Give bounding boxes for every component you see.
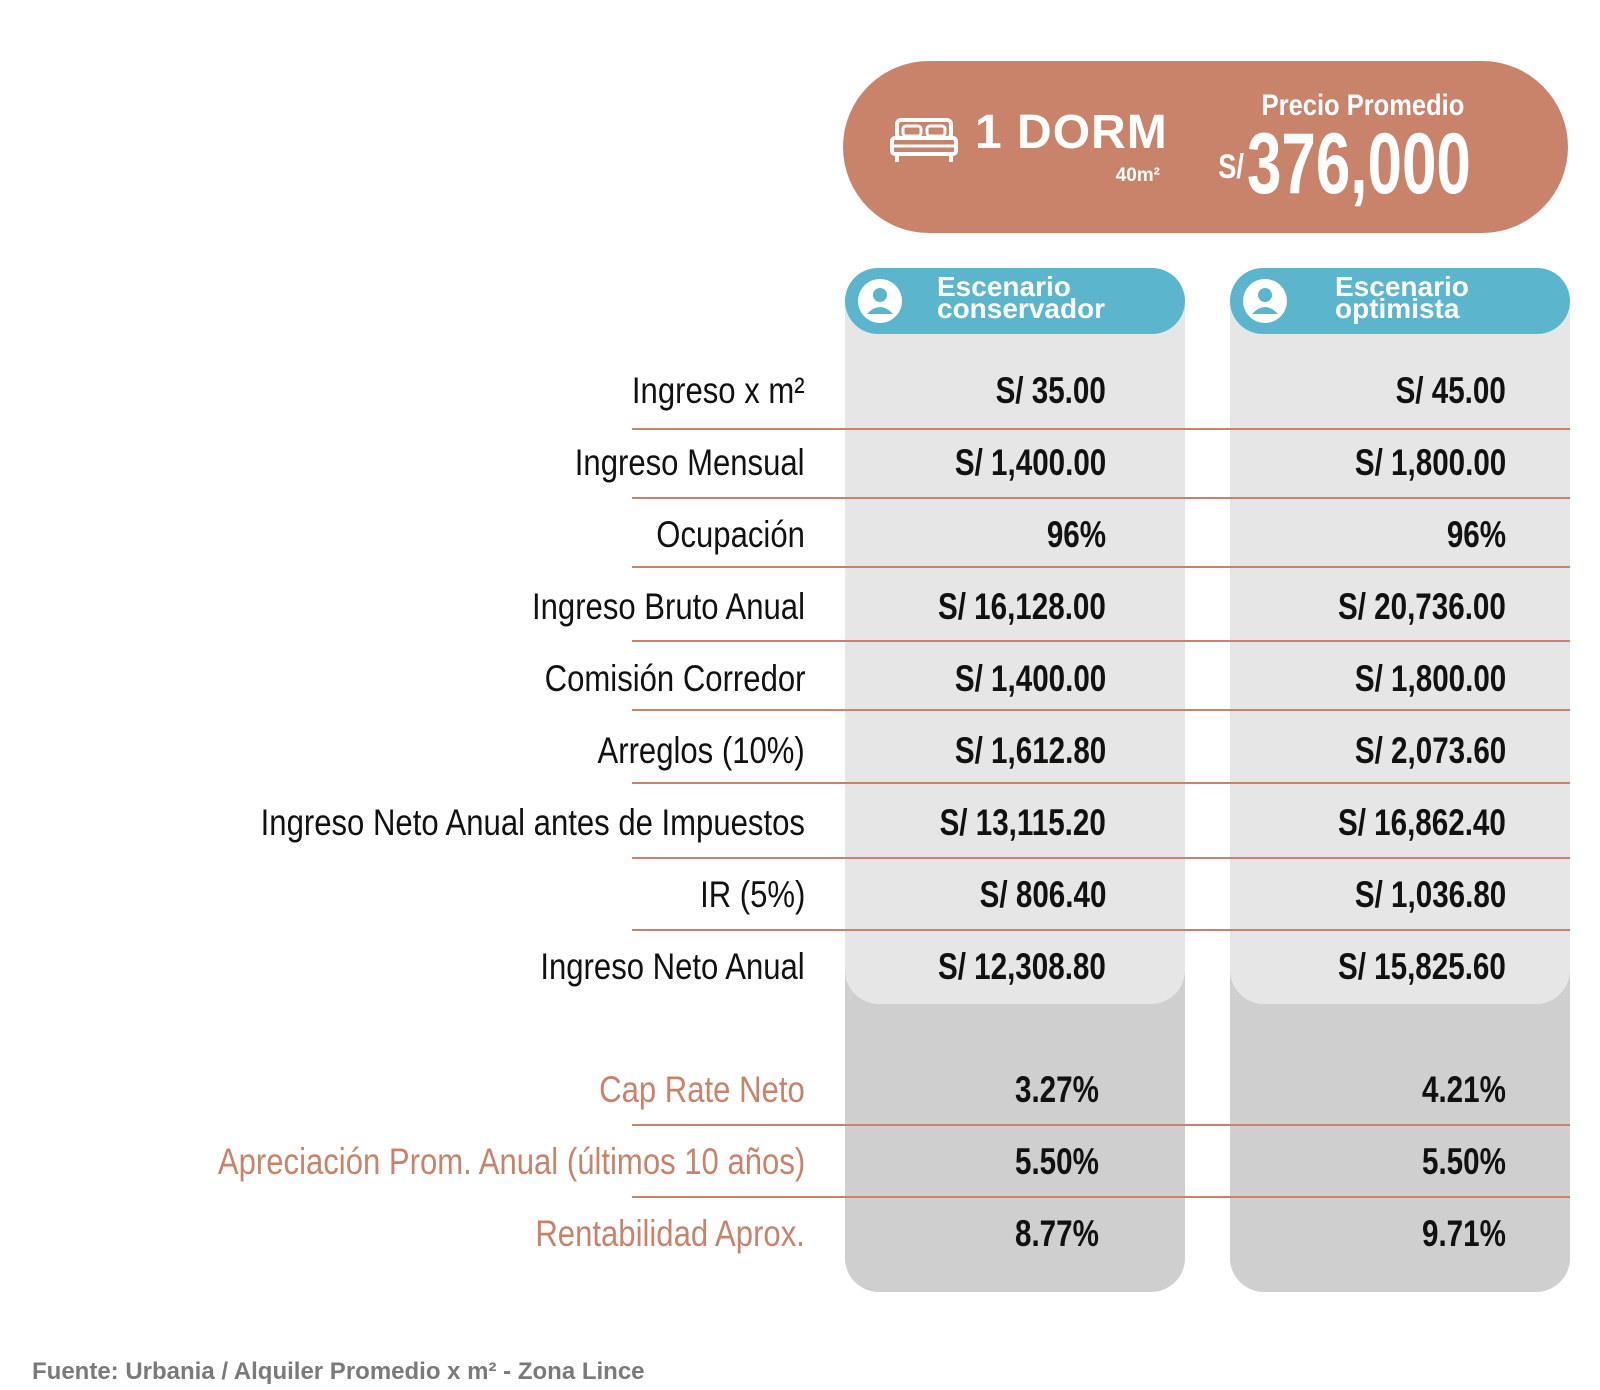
scenario-label-line1: Escenario <box>1335 271 1469 302</box>
value-optimista: 9.71% <box>1422 1213 1506 1254</box>
value-optimista: 5.50% <box>1422 1141 1506 1182</box>
row-label-arreglos: Arreglos (10%) <box>597 730 805 771</box>
row-divider <box>632 428 1570 430</box>
source-footnote: Fuente: Urbania / Alquiler Promedio x m²… <box>32 1358 645 1385</box>
row-label-cap-rate: Cap Rate Neto <box>599 1069 805 1110</box>
row-divider <box>632 640 1570 642</box>
scenario-label-line2: optimista <box>1335 293 1460 324</box>
value-optimista: S/ 1,800.00 <box>1354 442 1506 483</box>
value-conservador: S/ 1,612.80 <box>954 730 1106 771</box>
row-divider <box>632 929 1570 931</box>
value-optimista: S/ 1,036.80 <box>1354 874 1506 915</box>
value-optimista: S/ 16,862.40 <box>1338 802 1506 843</box>
value-optimista: 96% <box>1446 514 1506 555</box>
value-conservador: S/ 806.40 <box>979 874 1106 915</box>
value-conservador: S/ 12,308.80 <box>938 946 1106 987</box>
unit-title: 1 DORM <box>975 106 1168 159</box>
value-optimista: S/ 1,800.00 <box>1354 658 1506 699</box>
row-label-ingreso-neto-anual: Ingreso Neto Anual <box>540 946 805 987</box>
column-main-area <box>1230 948 1570 1004</box>
row-divider <box>632 709 1570 711</box>
row-label-ocupacion: Ocupación <box>656 514 805 555</box>
value-conservador: S/ 35.00 <box>995 370 1106 411</box>
row-divider <box>632 857 1570 859</box>
row-label-rentabilidad: Rentabilidad Aprox. <box>535 1213 805 1254</box>
value-conservador: 5.50% <box>1015 1141 1099 1182</box>
value-conservador: 3.27% <box>1015 1069 1099 1110</box>
column-main-area <box>845 948 1185 1004</box>
row-divider <box>632 1196 1570 1198</box>
value-conservador: S/ 16,128.00 <box>938 586 1106 627</box>
scenario-conservador-header: Escenario conservador <box>845 268 1185 334</box>
scenario-label: Escenario conservador <box>937 271 1106 324</box>
unit-area: 40m² <box>1115 165 1160 186</box>
value-conservador: 8.77% <box>1015 1213 1099 1254</box>
column-conservador <box>845 268 1185 1292</box>
row-divider <box>632 782 1570 784</box>
value-optimista: S/ 45.00 <box>1395 370 1506 411</box>
person-icon <box>858 279 902 323</box>
value-optimista: S/ 2,073.60 <box>1354 730 1506 771</box>
value-optimista: 4.21% <box>1422 1069 1506 1110</box>
column-summary-area <box>1230 968 1570 1292</box>
scenario-label: Escenario optimista <box>1335 271 1469 324</box>
value-conservador: S/ 1,400.00 <box>954 658 1106 699</box>
row-divider <box>632 497 1570 499</box>
row-label-ir: IR (5%) <box>699 874 805 915</box>
row-divider <box>632 1124 1570 1126</box>
value-conservador: S/ 1,400.00 <box>954 442 1106 483</box>
value-optimista: S/ 15,825.60 <box>1338 946 1506 987</box>
scenario-label-line2: conservador <box>937 293 1106 324</box>
row-label-ingreso-mensual: Ingreso Mensual <box>575 442 805 483</box>
row-label-ingreso-neto-antes-impuestos: Ingreso Neto Anual antes de Impuestos <box>260 802 805 843</box>
scenario-label-line1: Escenario <box>937 271 1071 302</box>
row-label-comision-corredor: Comisión Corredor <box>544 658 805 699</box>
value-conservador: S/ 13,115.20 <box>939 802 1106 843</box>
row-label-ingreso-m2: Ingreso x m² <box>632 370 805 411</box>
person-icon <box>1243 279 1287 323</box>
column-summary-area <box>845 968 1185 1292</box>
value-optimista: S/ 20,736.00 <box>1338 586 1506 627</box>
column-optimista <box>1230 268 1570 1292</box>
value-conservador: 96% <box>1046 514 1106 555</box>
price-value: 376,000 <box>1247 116 1471 212</box>
row-label-ingreso-bruto-anual: Ingreso Bruto Anual <box>532 586 805 627</box>
row-label-apreciacion: Apreciación Prom. Anual (últimos 10 años… <box>217 1141 805 1182</box>
scenario-optimista-header: Escenario optimista <box>1230 268 1570 334</box>
row-divider <box>632 566 1570 568</box>
price-label: Precio Promedio <box>1261 89 1465 122</box>
unit-header: 1 DORM 40m² Precio Promedio S/ 376,000 <box>843 61 1568 233</box>
price-currency: S/ <box>1218 148 1244 186</box>
bed-icon <box>890 118 958 162</box>
